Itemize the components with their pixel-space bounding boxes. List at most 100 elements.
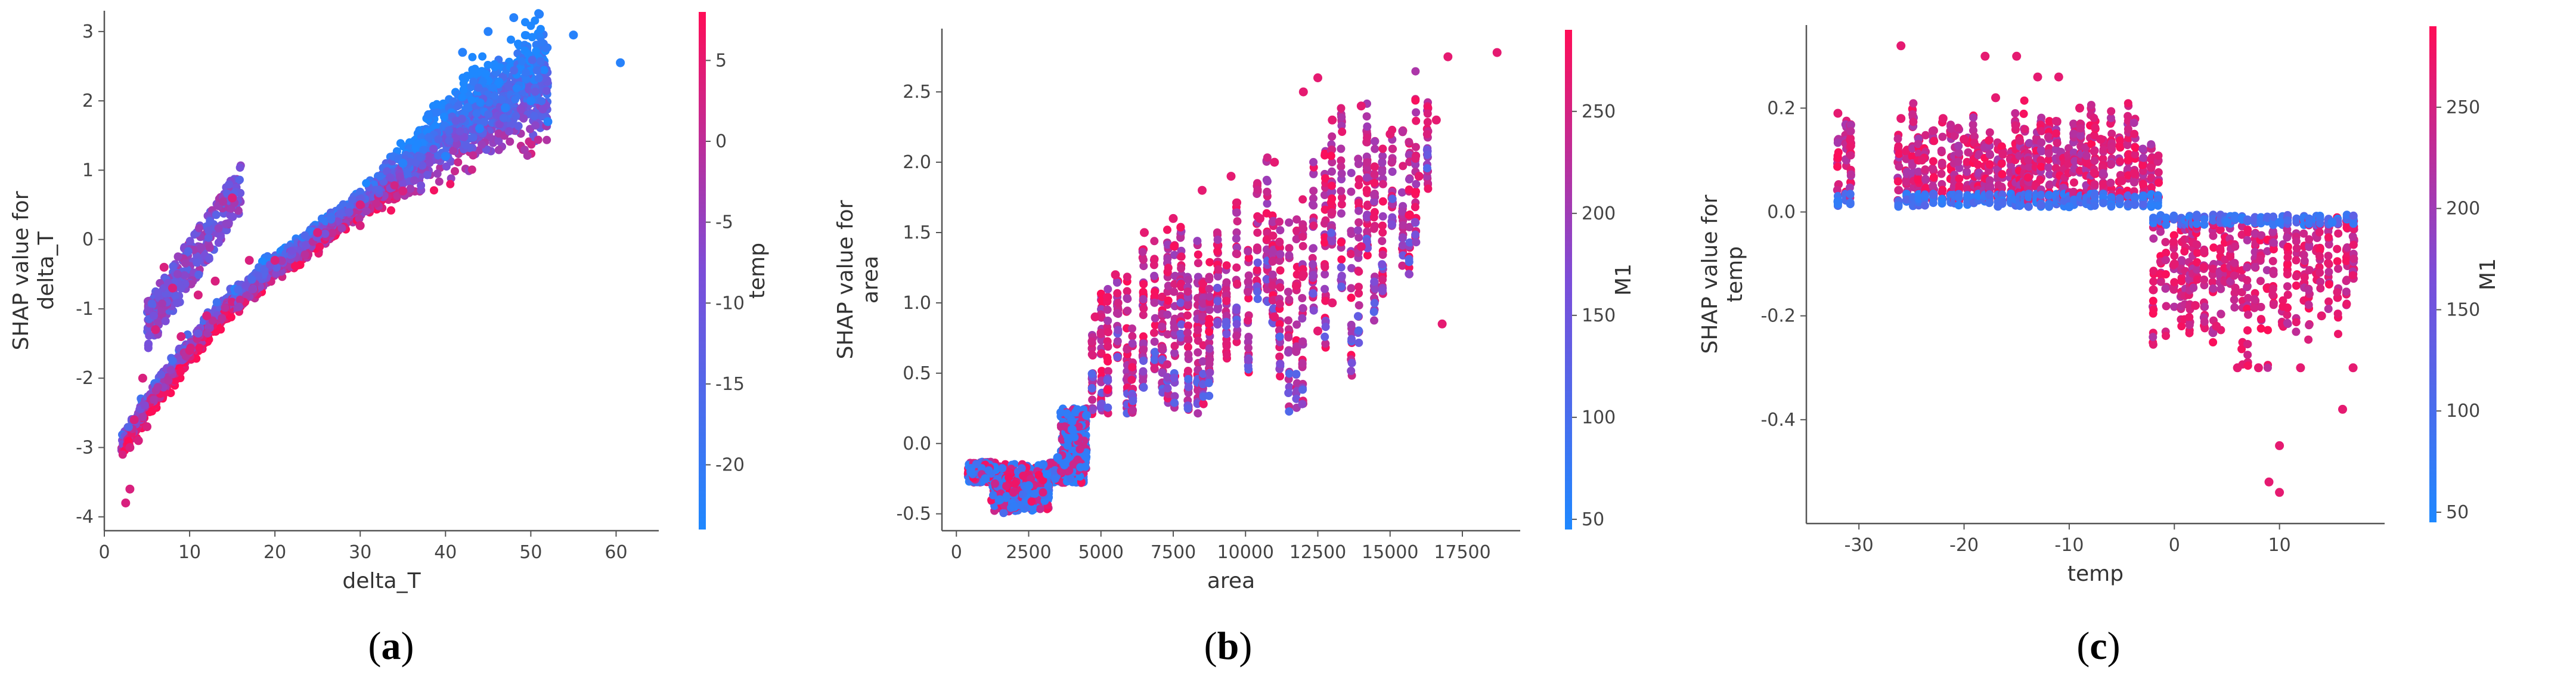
data-point: [1194, 259, 1202, 268]
data-point: [543, 117, 553, 126]
data-point: [1205, 258, 1214, 267]
data-point: [1284, 348, 1292, 357]
data-point: [1103, 403, 1112, 412]
y-tick-label: -3: [76, 437, 94, 458]
data-point: [1276, 283, 1285, 292]
data-point: [1066, 475, 1075, 484]
data-point: [144, 343, 153, 352]
data-point: [440, 112, 448, 121]
data-point: [506, 137, 514, 146]
data-point: [1263, 177, 1272, 186]
data-point: [532, 47, 541, 55]
data-point: [423, 171, 432, 179]
data-point: [410, 176, 419, 185]
data-point: [151, 325, 160, 335]
data-point: [1112, 278, 1121, 287]
data-point: [336, 209, 345, 218]
data-point: [140, 401, 149, 410]
data-point: [345, 208, 354, 216]
data-point: [458, 48, 467, 57]
data-point: [1184, 374, 1193, 383]
data-point: [1184, 275, 1193, 284]
data-point: [1114, 326, 1123, 335]
data-point: [1113, 289, 1122, 298]
data-point: [434, 135, 443, 144]
scatter-cloud: [117, 9, 552, 459]
y-tick-label: -2: [76, 368, 94, 389]
y-tick-label: 1: [82, 160, 94, 181]
data-point: [1150, 298, 1159, 307]
data-point: [1103, 342, 1112, 351]
data-point: [1087, 350, 1096, 359]
data-point: [1183, 343, 1192, 352]
data-point: [1183, 301, 1192, 309]
data-point: [531, 87, 540, 96]
data-point: [1205, 368, 1214, 377]
data-point: [1244, 287, 1253, 296]
x-tick-label: 20: [264, 542, 286, 563]
data-point: [1103, 353, 1112, 362]
data-point: [1183, 287, 1192, 296]
scatter-cloud: [963, 67, 1433, 518]
data-point: [451, 116, 460, 125]
data-point: [519, 114, 528, 123]
data-point: [507, 35, 515, 44]
data-point: [1103, 385, 1112, 394]
data-point: [1067, 415, 1075, 424]
data-point: [194, 329, 203, 338]
colorbar-tick-label: -5: [715, 212, 733, 233]
data-point: [225, 180, 234, 189]
data-point: [1253, 265, 1261, 274]
data-point: [372, 199, 381, 208]
data-point: [1150, 271, 1159, 280]
x-tick-label: 60: [605, 542, 627, 563]
data-point: [124, 423, 133, 432]
data-point: [1213, 247, 1222, 256]
data-point: [1269, 231, 1278, 240]
data-point: [228, 193, 237, 203]
data-point: [1292, 370, 1301, 379]
data-point: [1050, 474, 1059, 483]
data-point: [542, 86, 551, 95]
data-point: [1285, 244, 1294, 253]
data-point: [1150, 355, 1159, 364]
data-point: [1205, 284, 1214, 293]
data-point: [1128, 339, 1137, 348]
data-point: [176, 284, 185, 293]
data-point: [455, 127, 464, 136]
data-point: [1213, 297, 1222, 306]
data-point: [530, 112, 538, 120]
data-point: [1139, 287, 1148, 296]
data-point: [321, 230, 330, 239]
data-point: [481, 69, 490, 78]
data-point: [1043, 470, 1052, 479]
colorbar-label: temp: [745, 243, 770, 299]
data-point: [406, 184, 415, 193]
data-point: [235, 295, 244, 304]
data-point: [300, 250, 309, 259]
data-point: [526, 96, 535, 106]
data-point: [1233, 217, 1242, 226]
data-point: [1170, 398, 1179, 407]
data-point: [1128, 363, 1137, 371]
data-point: [270, 256, 280, 265]
data-point: [1253, 295, 1262, 304]
data-point: [478, 140, 486, 149]
data-point: [454, 158, 463, 167]
x-axis-label: delta_T: [342, 569, 421, 593]
colorbar-tick-label: -15: [715, 374, 745, 395]
y-tick-label: -1: [76, 299, 94, 320]
data-point: [1268, 281, 1277, 290]
data-point: [475, 124, 484, 134]
data-point: [1285, 407, 1294, 416]
data-point: [517, 57, 526, 66]
data-point: [1253, 287, 1262, 296]
data-point: [1060, 461, 1069, 470]
y-tick-label: -4: [76, 507, 94, 528]
data-point: [195, 343, 204, 352]
data-point: [512, 84, 521, 92]
data-point: [168, 357, 177, 366]
data-point: [1027, 497, 1036, 506]
data-point: [1087, 369, 1096, 378]
data-point: [398, 186, 408, 196]
